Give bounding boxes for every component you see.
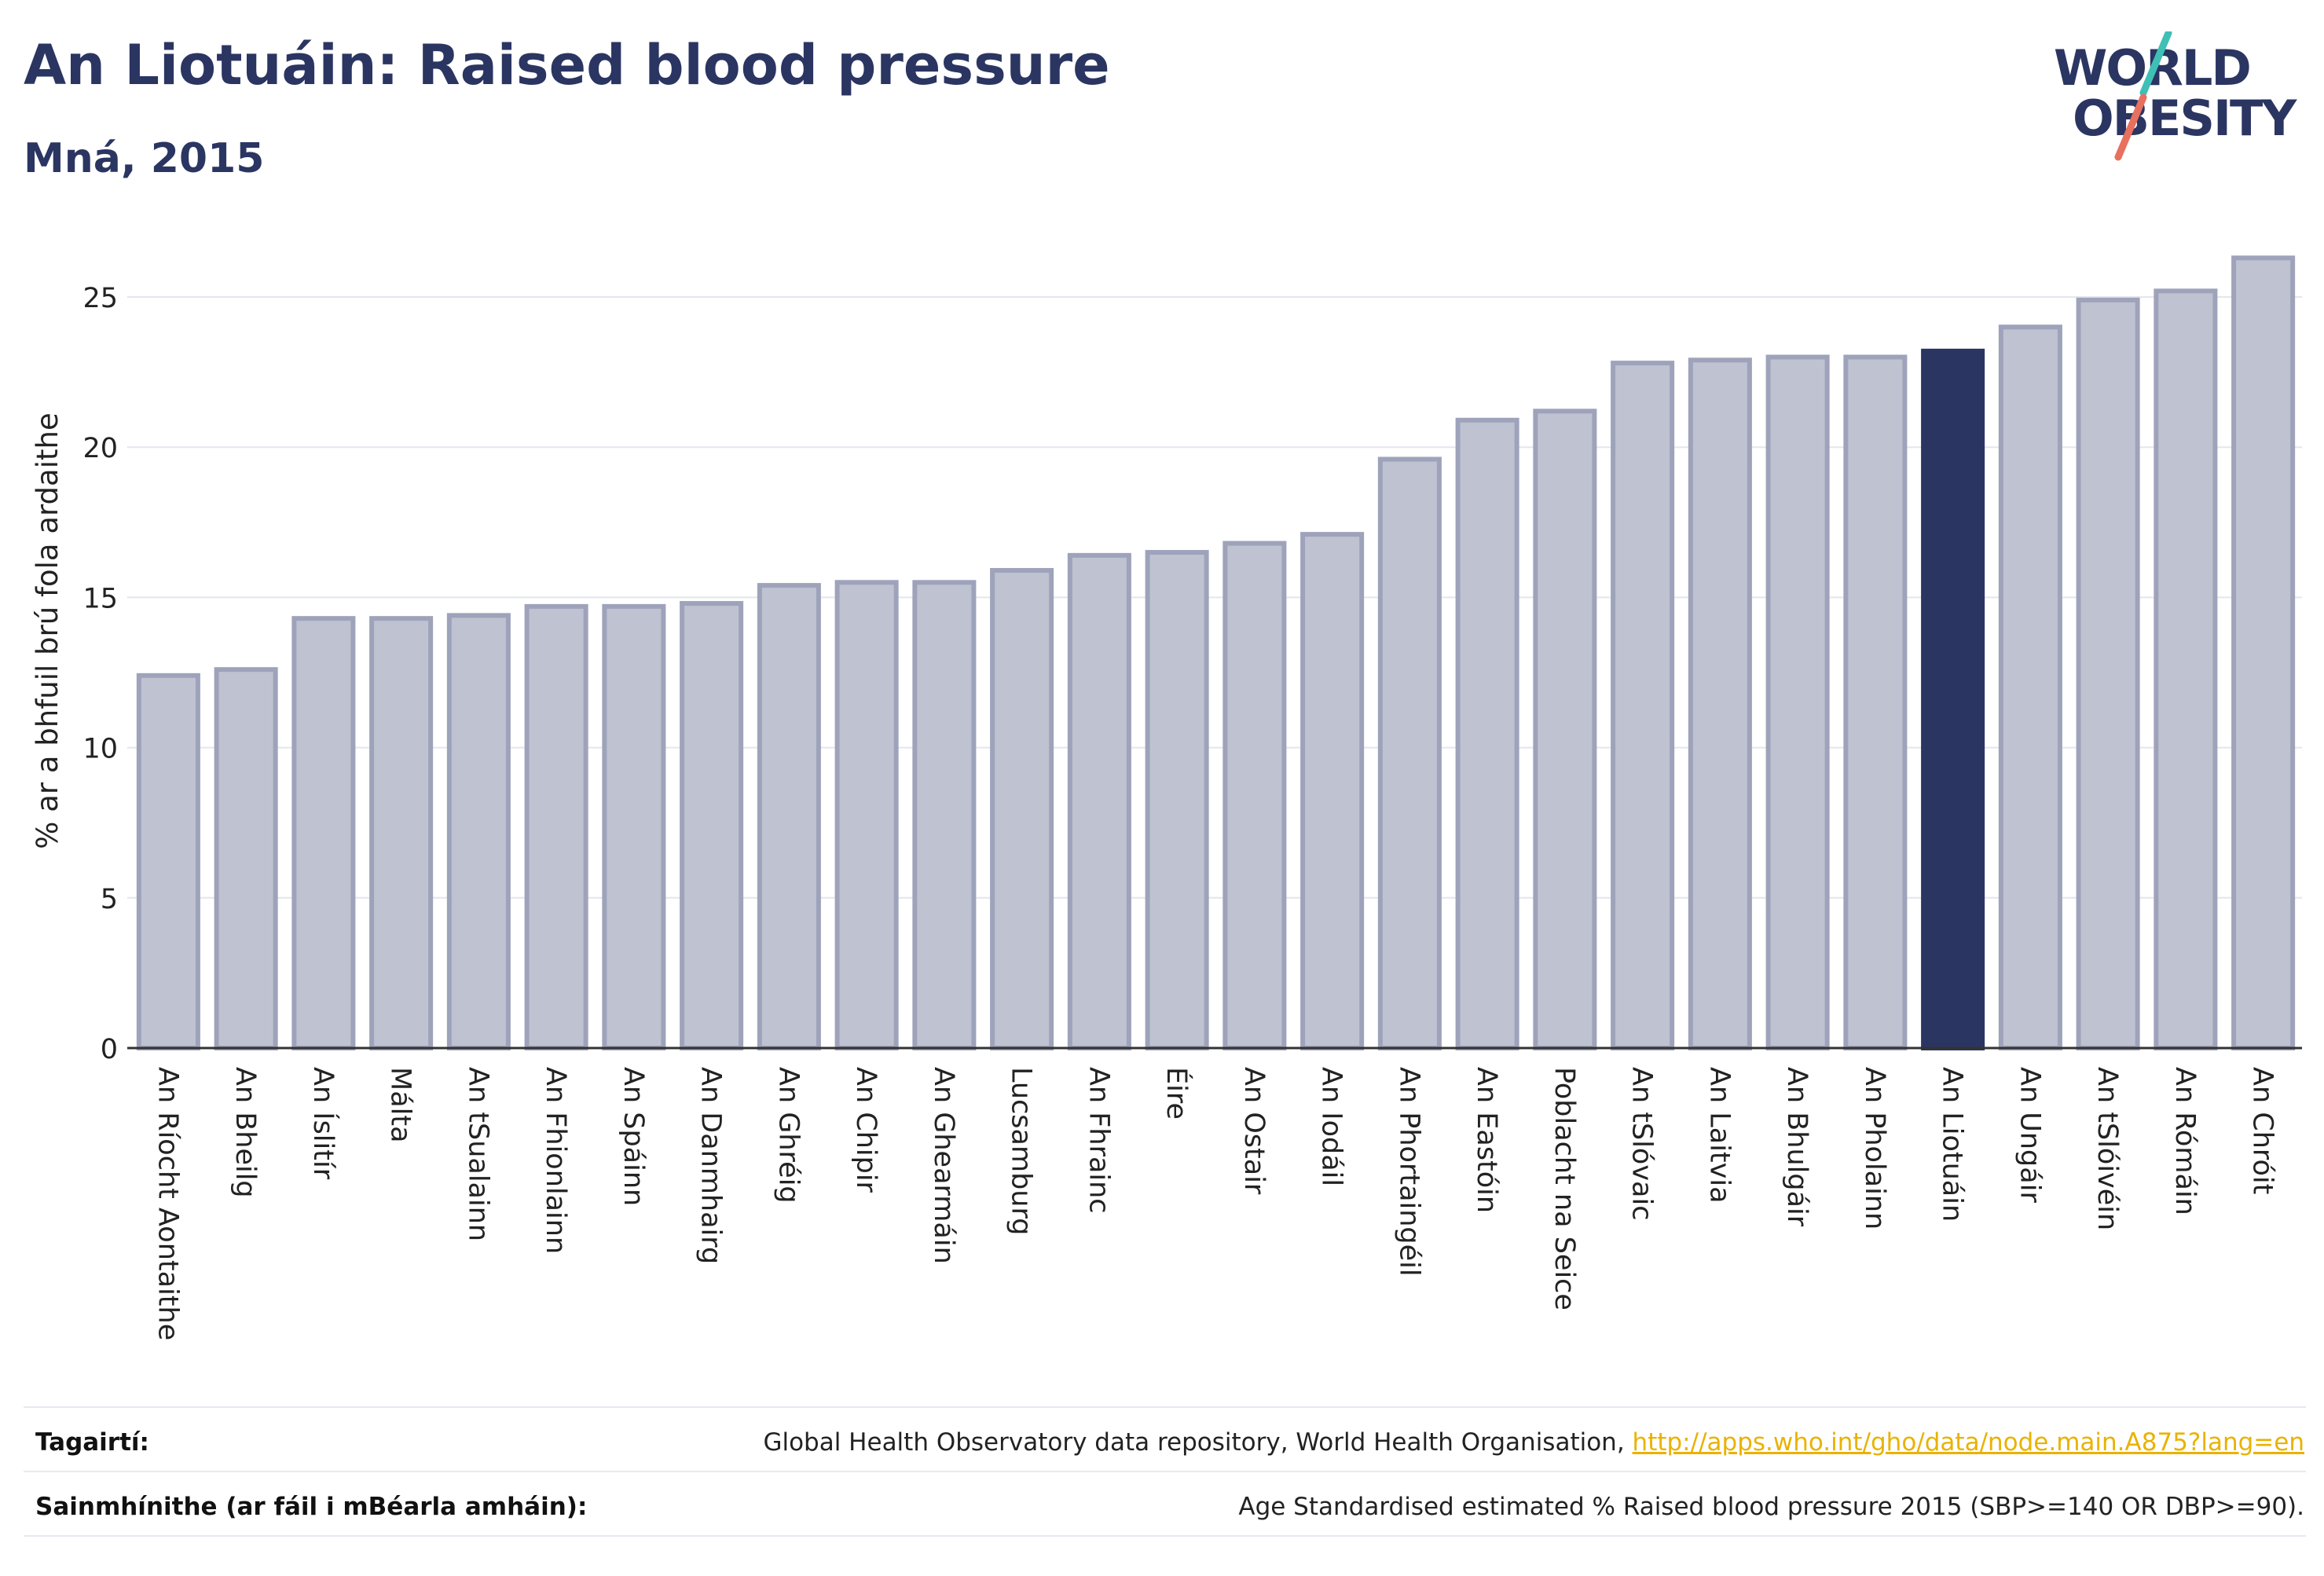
x-tick-label: An Fhionlainn — [540, 1067, 571, 1254]
x-tick-label: An Laitvia — [1703, 1067, 1735, 1204]
bar — [136, 673, 200, 1050]
y-tick-label: 25 — [82, 283, 118, 314]
logo-slash-coral — [2114, 93, 2147, 161]
footer-divider — [24, 1406, 2306, 1408]
bar — [1688, 357, 1752, 1050]
x-tick-label: An Iodáil — [1316, 1067, 1347, 1186]
page-title: An Liotuáin: Raised blood pressure — [24, 33, 1110, 97]
bar — [834, 580, 899, 1050]
world-obesity-logo: WORLD OBESITY — [2054, 31, 2299, 161]
bar — [680, 601, 744, 1050]
x-tick-label: An Ungáir — [2014, 1067, 2045, 1203]
logo-slash-teal — [2139, 31, 2172, 97]
bar — [1455, 417, 1519, 1050]
bar — [2154, 288, 2218, 1050]
references-text: Global Health Observatory data repositor… — [763, 1428, 2304, 1457]
footer-divider — [24, 1535, 2306, 1537]
x-tick-label: An Spáinn — [618, 1067, 649, 1206]
x-tick-label: An Pholainn — [1859, 1067, 1890, 1230]
x-tick-label: Lucsamburg — [1006, 1067, 1037, 1235]
footer-divider — [24, 1471, 2306, 1472]
bar — [1921, 348, 1985, 1051]
bar — [912, 580, 977, 1050]
y-tick-label: 5 — [101, 884, 118, 915]
bar — [2076, 297, 2140, 1051]
x-tick-label: An Phortaingéil — [1393, 1067, 1424, 1277]
x-tick-label: An Ghréig — [772, 1067, 804, 1204]
x-tick-label: An Danmhairg — [695, 1067, 727, 1264]
x-tick-label: An Liotuáin — [1937, 1067, 1968, 1222]
x-tick-label: An Ríocht Aontaithe — [152, 1067, 183, 1340]
x-tick-label: An Ostair — [1238, 1067, 1270, 1195]
x-tick-label: An tSlóvaic — [1626, 1067, 1658, 1220]
x-tick-label: An Eastóin — [1471, 1067, 1502, 1213]
bar — [1300, 532, 1365, 1050]
bar — [1843, 354, 1908, 1051]
x-tick-label: An Chróit — [2247, 1067, 2278, 1194]
y-tick-label: 0 — [101, 1034, 118, 1065]
references-link[interactable]: http://apps.who.int/gho/data/node.main.A… — [1632, 1428, 2304, 1457]
x-tick-label: An Fhrainc — [1083, 1067, 1114, 1214]
x-tick-label: An tSlóivéin — [2091, 1067, 2123, 1230]
x-tick-label: Málta — [385, 1067, 416, 1143]
bars — [136, 255, 2296, 1051]
x-axis-labels: An Ríocht Aontaithe An Bheilg An Íslitír Má… — [152, 1067, 2278, 1340]
bar — [602, 603, 666, 1050]
bar — [214, 667, 278, 1051]
x-tick-label: Éire — [1160, 1067, 1193, 1120]
x-tick-label: An Bheilg — [229, 1067, 261, 1198]
definitions-label: Sainmhínithe (ar fáil i mBéarla amháin): — [35, 1493, 588, 1521]
y-tick-label: 20 — [82, 433, 118, 464]
y-axis-ticks: 0 5 10 15 20 25 — [82, 283, 118, 1065]
bar — [1765, 354, 1830, 1051]
bar — [1533, 409, 1597, 1050]
bar — [1067, 552, 1131, 1050]
bar — [1611, 361, 1675, 1050]
x-tick-label: An Íslitír — [307, 1067, 340, 1180]
references-label: Tagairtí: — [35, 1428, 149, 1457]
bar — [990, 567, 1054, 1050]
y-axis-label: % ar a bhfuil brú fola ardaithe — [31, 412, 64, 848]
y-tick-label: 10 — [82, 734, 118, 765]
bar — [291, 616, 356, 1050]
x-tick-label: Poblacht na Seice — [1549, 1067, 1580, 1310]
x-tick-label: An tSualainn — [462, 1067, 493, 1241]
x-tick-label: An Bhulgáir — [1781, 1067, 1813, 1227]
bar — [1222, 541, 1287, 1050]
x-tick-label: An Ghearmáin — [928, 1067, 959, 1264]
bar — [1145, 550, 1209, 1050]
x-tick-label: An Rómáin — [2169, 1067, 2201, 1215]
bar — [1377, 456, 1442, 1050]
bar — [446, 613, 511, 1050]
bar — [524, 603, 588, 1050]
logo-line-2: OBESITY — [2073, 90, 2297, 147]
bar — [1998, 324, 2062, 1050]
y-tick-label: 15 — [82, 583, 118, 614]
bar — [757, 583, 821, 1050]
page-subtitle: Mná, 2015 — [24, 135, 265, 182]
x-tick-label: An Chipir — [850, 1067, 882, 1193]
bar — [2231, 255, 2296, 1050]
bar — [369, 616, 434, 1050]
references-source: Global Health Observatory data repositor… — [763, 1428, 1633, 1457]
definitions-text: Age Standardised estimated % Raised bloo… — [1238, 1493, 2304, 1521]
